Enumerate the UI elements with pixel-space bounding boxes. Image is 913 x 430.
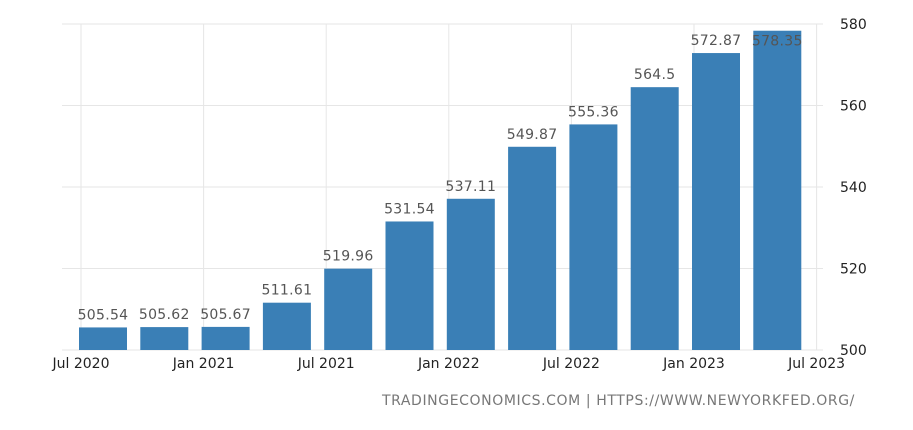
bar — [201, 326, 250, 350]
bar — [140, 327, 189, 350]
x-axis: Jul 2020 Jan 2021 Jul 2021 Jan 2022 Jul 2022… — [52, 356, 846, 372]
bar — [753, 30, 802, 350]
x-tick-label: Jan 2021 — [172, 356, 235, 372]
y-tick-label: 580 — [840, 17, 867, 33]
bar — [262, 302, 311, 350]
x-tick-label: Jul 2022 — [542, 356, 600, 372]
y-axis: 500 520 540 560 580 — [840, 17, 867, 359]
x-tick-label: Jan 2023 — [662, 356, 725, 372]
x-tick-label: Jul 2021 — [297, 356, 355, 372]
bar — [630, 87, 679, 350]
x-tick-label: Jan 2022 — [417, 356, 480, 372]
bar — [79, 327, 127, 350]
bar — [385, 221, 434, 350]
x-tick-label: Jul 2023 — [787, 356, 845, 372]
bar — [569, 124, 618, 351]
data-label: 531.54 — [384, 201, 435, 217]
y-tick-label: 500 — [840, 343, 867, 359]
source-credit: TRADINGECONOMICS.COM | HTTPS://WWW.NEWYO… — [381, 393, 855, 409]
data-label: 505.54 — [78, 307, 129, 323]
y-tick-label: 560 — [840, 99, 867, 115]
data-label: 505.62 — [139, 307, 190, 323]
bar — [692, 53, 740, 350]
data-label: 555.36 — [568, 104, 619, 120]
bar — [324, 268, 373, 350]
data-label: 519.96 — [323, 249, 374, 265]
bar — [508, 146, 557, 350]
data-label: 537.11 — [445, 179, 496, 195]
bar — [446, 198, 495, 350]
data-label: 505.67 — [200, 307, 251, 323]
data-label: 511.61 — [262, 283, 313, 299]
y-tick-label: 520 — [840, 262, 867, 278]
x-tick-label: Jul 2020 — [52, 356, 110, 372]
data-label: 564.5 — [634, 67, 676, 83]
data-label: 572.87 — [691, 33, 742, 49]
bars — [79, 30, 802, 351]
y-tick-label: 540 — [840, 180, 867, 196]
data-label: 578.35 — [752, 34, 803, 50]
data-label: 549.87 — [507, 127, 558, 143]
data-labels: 505.54 505.62 505.67 511.61 519.96 531.54 537.… — [78, 33, 803, 323]
